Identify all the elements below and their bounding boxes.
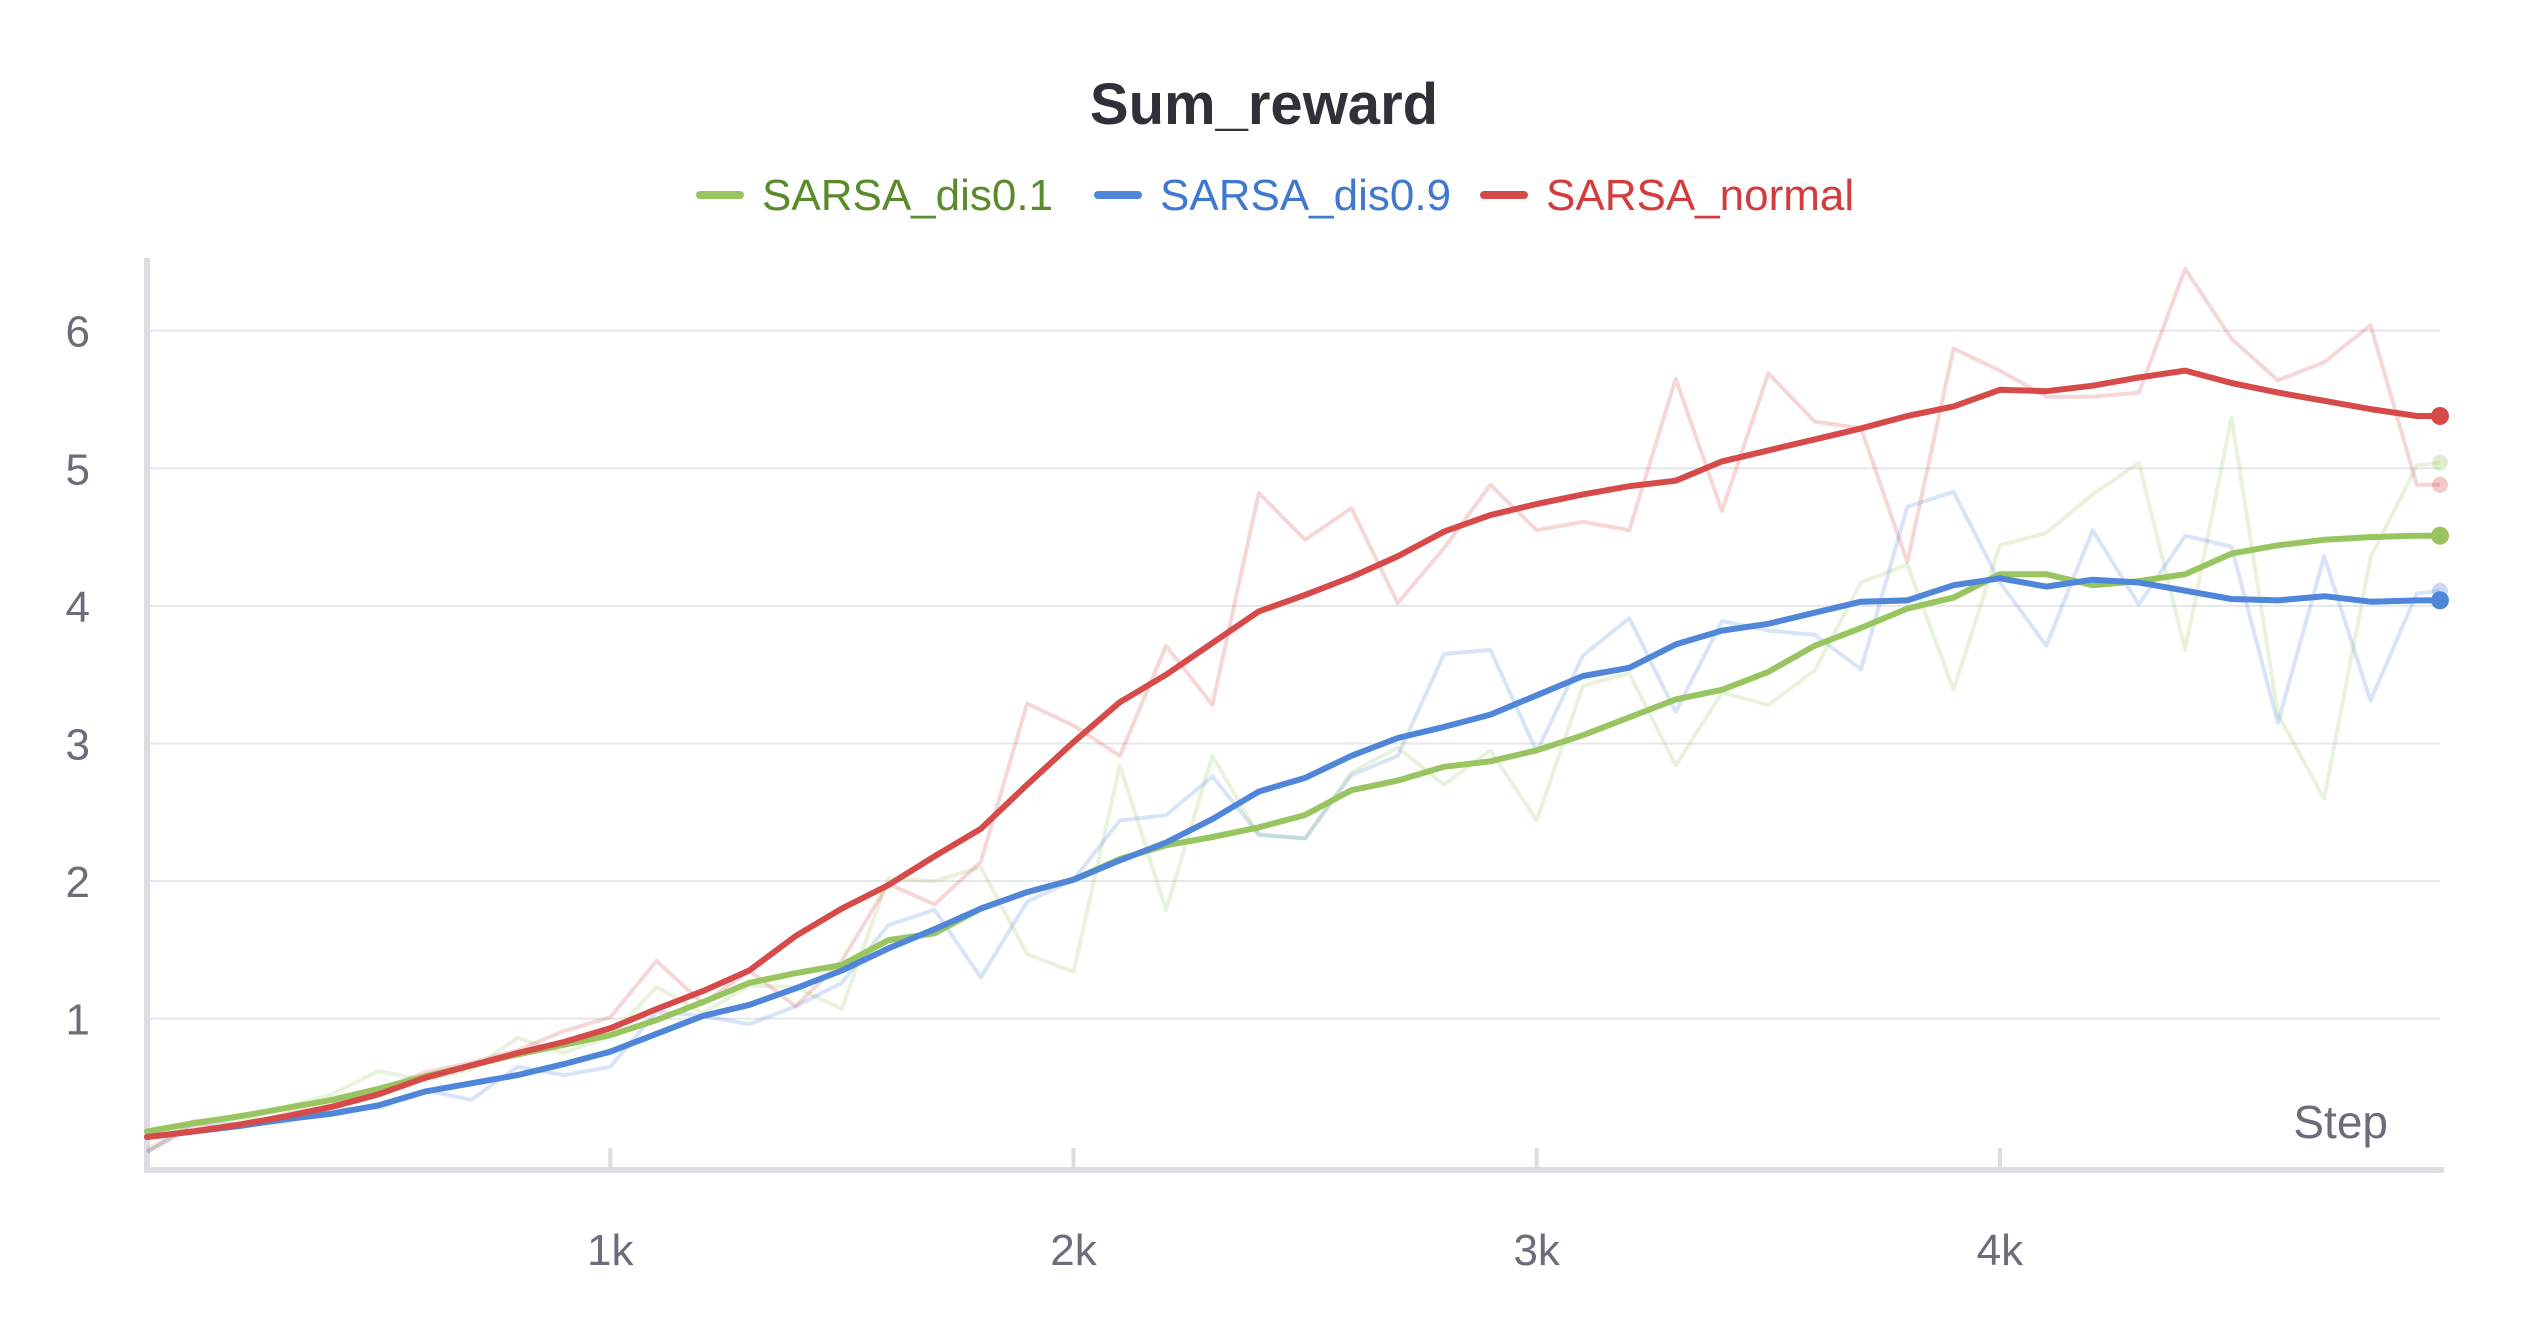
series-line-SARSA_normal — [144, 367, 2443, 1140]
end-marker-SARSA_dis0.1 — [2431, 526, 2449, 545]
raw-line-SARSA_dis0.1 — [145, 415, 2441, 1152]
raw-line-SARSA_dis0.9 — [145, 489, 2441, 1154]
raw-line-SARSA_normal — [146, 266, 2440, 1154]
raw-end-marker-SARSA_dis0.1 — [2432, 454, 2448, 471]
x-axis-label: Step — [2293, 1096, 2388, 1148]
legend-label: SARSA_normal — [1546, 171, 1854, 220]
end-marker-SARSA_dis0.9 — [2431, 591, 2449, 610]
series-line-SARSA_dis0.1 — [144, 532, 2443, 1135]
axes — [144, 258, 2444, 1173]
tick-labels: 1 2 3 4 5 6 1k 2k 3k 4k — [66, 308, 2025, 1275]
end-marker-SARSA_normal — [2431, 406, 2449, 425]
y-tick-label: 3 — [66, 720, 90, 769]
y-tick-label: 5 — [66, 445, 90, 494]
legend-item-SARSA_dis0.1[interactable]: SARSA_dis0.1 — [696, 171, 1053, 220]
chart-title: Sum_reward — [1090, 72, 1438, 137]
x-tick-label: 4k — [1977, 1226, 2024, 1275]
y-tick-label: 4 — [66, 583, 90, 632]
raw-end-marker-SARSA_normal — [2432, 476, 2448, 493]
x-tick-label: 2k — [1050, 1226, 1097, 1275]
end-markers — [2431, 406, 2449, 610]
legend-item-SARSA_normal[interactable]: SARSA_normal — [1480, 171, 1854, 220]
grid — [147, 329, 2440, 1020]
y-tick-label: 1 — [66, 996, 90, 1045]
smoothed-series-layer — [144, 367, 2443, 1140]
legend-label: SARSA_dis0.1 — [762, 171, 1053, 220]
legend[interactable]: SARSA_dis0.1 SARSA_dis0.9 SARSA_normal — [696, 171, 1854, 220]
x-tick-label: 3k — [1513, 1226, 1560, 1275]
legend-item-SARSA_dis0.9[interactable]: SARSA_dis0.9 — [1094, 171, 1451, 220]
x-tick-label: 1k — [587, 1226, 634, 1275]
y-tick-label: 6 — [66, 308, 90, 357]
y-tick-label: 2 — [66, 858, 90, 907]
series-line-SARSA_dis0.9 — [144, 575, 2443, 1140]
legend-label: SARSA_dis0.9 — [1160, 171, 1451, 220]
